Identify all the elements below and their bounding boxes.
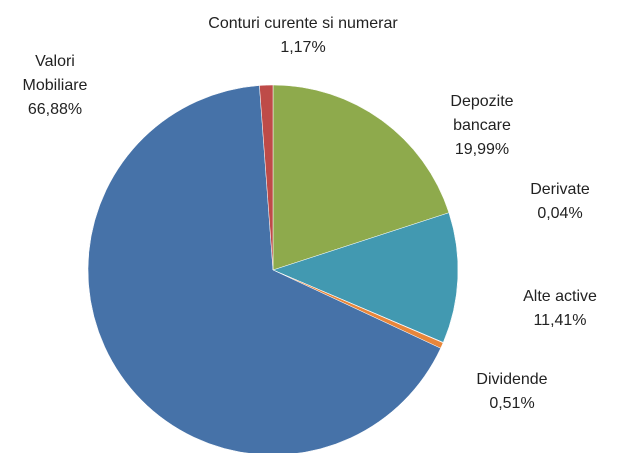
pie-slice <box>87 85 441 453</box>
category-label: Depozite bancare <box>450 93 514 134</box>
pie-slice <box>259 84 274 271</box>
value-label: 0,51% <box>489 395 535 412</box>
category-label: Dividende <box>476 371 548 388</box>
value-label: 11,41% <box>533 312 587 329</box>
slice-label: Valori Mobiliare 66,88% <box>8 50 103 122</box>
value-label: 66,88% <box>27 101 83 118</box>
category-label: Alte active <box>523 288 597 305</box>
value-label: 1,17% <box>280 39 326 56</box>
slice-label: Conturi curente si numerar 1,17% <box>153 12 453 60</box>
pie-slice <box>272 84 450 271</box>
slice-label: Depozite bancare 19,99% <box>432 90 532 162</box>
slice-label: Derivate 0,04% <box>510 178 610 226</box>
pie-slice <box>272 212 459 343</box>
category-label: Conturi curente si numerar <box>208 15 398 32</box>
slice-label: Dividende 0,51% <box>457 368 567 416</box>
slice-label: Alte active 11,41% <box>500 285 619 333</box>
category-label: Valori Mobiliare <box>22 53 88 94</box>
value-label: 19,99% <box>454 141 510 158</box>
value-label: 0,04% <box>537 205 583 222</box>
category-label: Derivate <box>530 181 590 198</box>
